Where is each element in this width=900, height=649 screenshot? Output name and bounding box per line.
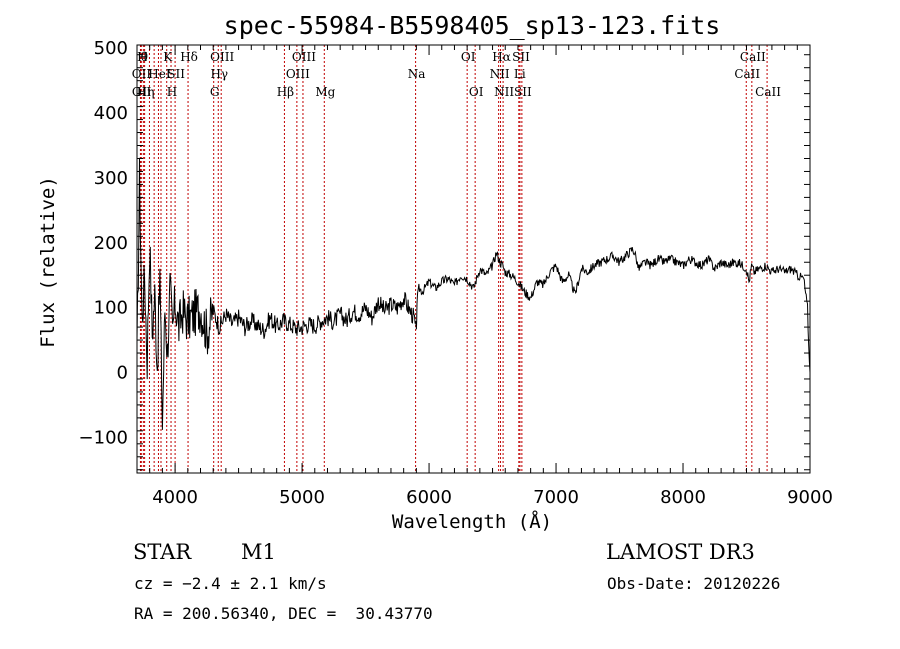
y-tick-label: 400	[94, 103, 128, 124]
x-tick-label: 9000	[787, 487, 833, 508]
observation-date: Obs-Date: 20120226	[607, 574, 781, 593]
reference-line-label: OI	[469, 85, 484, 99]
reference-line-label: SII	[514, 85, 532, 99]
reference-line-label: HeI	[148, 67, 171, 81]
reference-line-label: OIII	[210, 50, 234, 64]
x-tick-label: 7000	[533, 487, 579, 508]
x-axis-ticks: 4000 5000 6000 7000 8000 9000	[136, 45, 833, 508]
reference-line-label: OIII	[286, 67, 310, 81]
reference-line-label: Hδ	[180, 50, 198, 64]
x-tick-label: 4000	[152, 487, 198, 508]
spectrum-series-line	[136, 157, 811, 430]
reference-line-label: Li	[514, 67, 526, 81]
x-axis-label: Wavelength (Å)	[392, 510, 552, 533]
plot-frame	[136, 44, 811, 474]
reference-line-label: OI	[461, 50, 476, 64]
spectrum-chart: spec-55984-B5598405_sp13-123.fits OIIOII…	[37, 11, 833, 533]
reference-line-label: Hβ	[277, 85, 294, 99]
reference-line-label: Mg	[315, 85, 335, 99]
reference-line-labels: OIIOIIHθHηHeIKHSIIHδGHγOIIIHβOIIIOIIIMgN…	[132, 50, 781, 99]
chart-title: spec-55984-B5598405_sp13-123.fits	[224, 11, 721, 40]
object-class: STAR	[133, 540, 192, 564]
coordinates-readout: RA = 200.56340, DEC = 30.43770	[134, 604, 433, 623]
reference-line-label: G	[210, 85, 220, 99]
reference-line-label: NII	[490, 67, 510, 81]
y-tick-label: 0	[117, 362, 128, 383]
reference-line-label: θ	[141, 50, 148, 64]
y-tick-label: 300	[94, 168, 128, 189]
redshift-readout: cz = −2.4 ± 2.1 km/s	[134, 574, 327, 593]
reference-line-label: SII	[512, 50, 530, 64]
y-tick-label: 500	[94, 38, 128, 59]
y-axis-label: Flux (relative)	[37, 176, 59, 348]
reference-line-label: CaII	[755, 85, 781, 99]
object-subclass: M1	[241, 540, 276, 564]
reference-line-label: NII	[494, 85, 514, 99]
y-tick-label: −100	[79, 427, 128, 448]
reference-line-label: SII	[167, 67, 185, 81]
y-tick-label: 200	[94, 233, 128, 254]
y-axis-ticks: −100 0 100 200 300 400 500	[79, 38, 810, 471]
reference-line-label: H	[137, 50, 147, 64]
reference-line-label: H	[167, 85, 177, 99]
y-tick-label: 100	[94, 298, 128, 319]
reference-line-label: CaII	[734, 67, 760, 81]
reference-line-label: OIII	[292, 50, 316, 64]
reference-line-label: Hα	[492, 50, 511, 64]
reference-line-label: Hη	[137, 85, 155, 99]
x-tick-label: 8000	[660, 487, 706, 508]
reference-line-label: CaII	[740, 50, 766, 64]
reference-line-label: K	[163, 50, 173, 64]
reference-line-label: Hγ	[210, 67, 228, 81]
x-tick-label: 6000	[406, 487, 452, 508]
reference-line-label: Na	[408, 67, 426, 81]
x-tick-label: 5000	[279, 487, 325, 508]
reference-lines	[139, 45, 768, 473]
survey-name: LAMOST DR3	[606, 540, 755, 564]
